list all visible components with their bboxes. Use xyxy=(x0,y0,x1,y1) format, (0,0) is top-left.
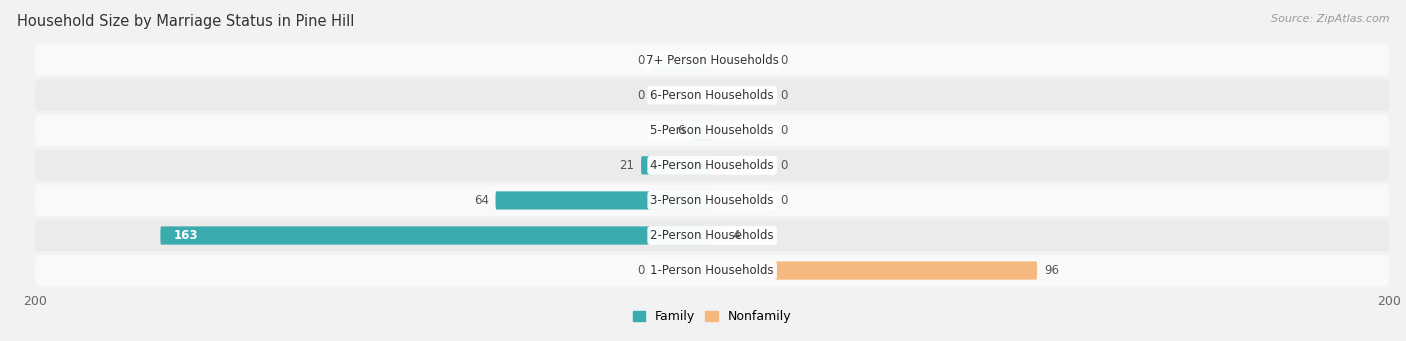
FancyBboxPatch shape xyxy=(711,226,725,244)
FancyBboxPatch shape xyxy=(692,121,711,139)
Text: 0: 0 xyxy=(780,124,787,137)
FancyBboxPatch shape xyxy=(711,262,1038,280)
Text: 96: 96 xyxy=(1043,264,1059,277)
Text: 6-Person Households: 6-Person Households xyxy=(651,89,773,102)
FancyBboxPatch shape xyxy=(35,255,1389,286)
Text: 64: 64 xyxy=(474,194,489,207)
Text: 4: 4 xyxy=(733,229,740,242)
FancyBboxPatch shape xyxy=(35,115,1389,146)
FancyBboxPatch shape xyxy=(35,79,1389,111)
Text: 0: 0 xyxy=(780,89,787,102)
Text: 2-Person Households: 2-Person Households xyxy=(651,229,773,242)
Text: 3-Person Households: 3-Person Households xyxy=(651,194,773,207)
FancyBboxPatch shape xyxy=(711,121,773,139)
Text: 0: 0 xyxy=(637,54,644,67)
FancyBboxPatch shape xyxy=(711,86,773,104)
FancyBboxPatch shape xyxy=(711,191,773,210)
Text: 1-Person Households: 1-Person Households xyxy=(651,264,773,277)
FancyBboxPatch shape xyxy=(35,220,1389,251)
Text: 4-Person Households: 4-Person Households xyxy=(651,159,773,172)
FancyBboxPatch shape xyxy=(711,51,773,69)
FancyBboxPatch shape xyxy=(35,44,1389,76)
FancyBboxPatch shape xyxy=(35,185,1389,216)
FancyBboxPatch shape xyxy=(35,150,1389,181)
Text: Household Size by Marriage Status in Pine Hill: Household Size by Marriage Status in Pin… xyxy=(17,14,354,29)
Text: 6: 6 xyxy=(678,124,685,137)
FancyBboxPatch shape xyxy=(160,226,711,244)
Legend: Family, Nonfamily: Family, Nonfamily xyxy=(627,306,797,328)
Text: 7+ Person Households: 7+ Person Households xyxy=(645,54,779,67)
Text: 0: 0 xyxy=(637,89,644,102)
Text: 163: 163 xyxy=(174,229,198,242)
Text: Source: ZipAtlas.com: Source: ZipAtlas.com xyxy=(1271,14,1389,24)
Text: 5-Person Households: 5-Person Households xyxy=(651,124,773,137)
FancyBboxPatch shape xyxy=(711,156,773,175)
Text: 0: 0 xyxy=(780,159,787,172)
FancyBboxPatch shape xyxy=(651,262,711,280)
Text: 21: 21 xyxy=(619,159,634,172)
FancyBboxPatch shape xyxy=(495,191,711,210)
Text: 0: 0 xyxy=(780,54,787,67)
Text: 0: 0 xyxy=(637,264,644,277)
FancyBboxPatch shape xyxy=(651,86,711,104)
FancyBboxPatch shape xyxy=(651,51,711,69)
FancyBboxPatch shape xyxy=(641,156,711,175)
Text: 0: 0 xyxy=(780,194,787,207)
